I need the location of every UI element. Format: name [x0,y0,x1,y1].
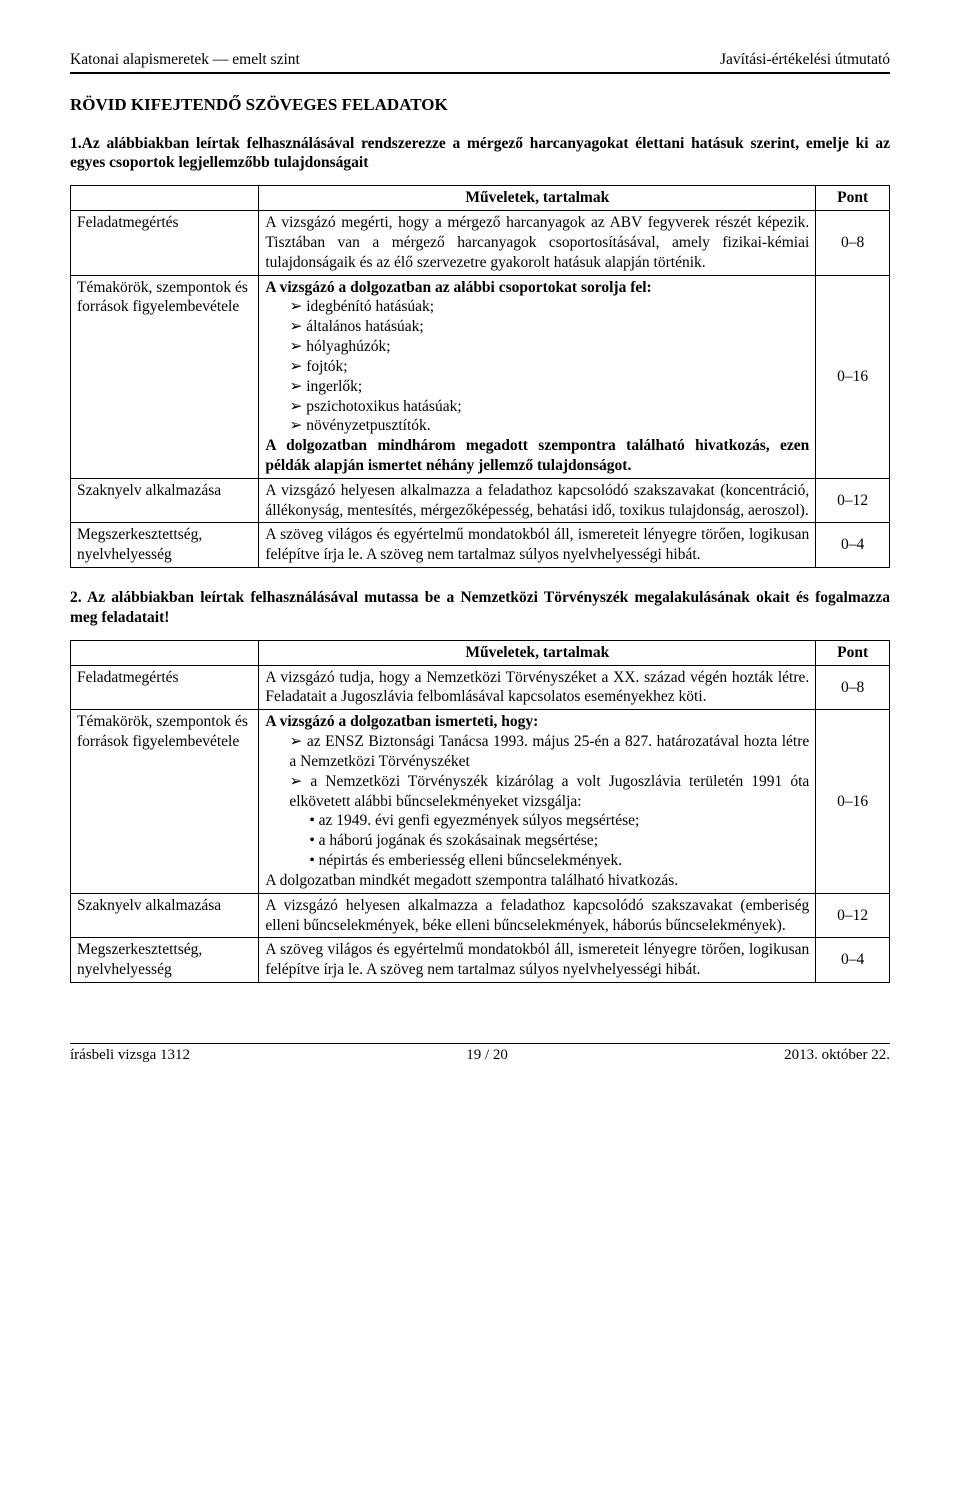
table-row: Megszerkesztettség, nyelvhelyesség A szö… [71,523,890,568]
row-text: A szöveg világos és egyértelmű mondatokb… [259,523,816,568]
table-row: Feladatmegértés A vizsgázó megérti, hogy… [71,211,890,275]
list-item: a háború jogának és szokásainak megsérté… [309,831,809,851]
list-item: népirtás és emberiesség elleni bűncselek… [309,851,809,871]
pt-header: Pont [816,640,890,665]
list-item: pszichotoxikus hatásúak; [289,397,809,417]
table-row: Témakörök, szempontok és források figyel… [71,710,890,893]
task1-table: Műveletek, tartalmak Pont Feladatmegérté… [70,185,890,568]
footer-center: 19 / 20 [466,1046,508,1065]
page-footer: írásbeli vizsga 1312 19 / 20 2013. októb… [70,1046,890,1065]
col-header: Műveletek, tartalmak [259,640,816,665]
list-item: fojtók; [289,357,809,377]
section-title: RÖVID KIFEJTENDŐ SZÖVEGES FELADATOK [70,94,890,116]
pt-header: Pont [816,186,890,211]
row-label: Feladatmegértés [71,211,259,275]
footer-left: írásbeli vizsga 1312 [70,1046,190,1065]
header-left: Katonai alapismeretek — emelt szint [70,50,300,70]
task2-table: Műveletek, tartalmak Pont Feladatmegérté… [70,640,890,983]
table-row: Szaknyelv alkalmazása A vizsgázó helyese… [71,893,890,938]
task1-intro: 1.Az alábbiakban leírtak felhasználásáva… [70,134,890,174]
row-label: Megszerkesztettség, nyelvhelyesség [71,523,259,568]
row-label: Szaknyelv alkalmazása [71,893,259,938]
row-label: Szaknyelv alkalmazása [71,478,259,523]
list-item: hólyaghúzók; [289,337,809,357]
list-item: az ENSZ Biztonsági Tanácsa 1993. május 2… [289,732,809,772]
table-row: Szaknyelv alkalmazása A vizsgázó helyese… [71,478,890,523]
page-header: Katonai alapismeretek — emelt szint Javí… [70,50,890,70]
list-item: növényzetpusztítók. [289,416,809,436]
row-text: A szöveg világos és egyértelmű mondatokb… [259,938,816,983]
row-label: Témakörök, szempontok és források figyel… [71,275,259,478]
table-row: Megszerkesztettség, nyelvhelyesség A szö… [71,938,890,983]
table-header-row: Műveletek, tartalmak Pont [71,640,890,665]
row-points: 0–12 [816,478,890,523]
row-points: 0–4 [816,523,890,568]
row-label: Témakörök, szempontok és források figyel… [71,710,259,893]
row-points: 0–16 [816,710,890,893]
table-header-row: Műveletek, tartalmak Pont [71,186,890,211]
row-label: Megszerkesztettség, nyelvhelyesség [71,938,259,983]
table-row: Feladatmegértés A vizsgázó tudja, hogy a… [71,665,890,710]
list-item: ingerlők; [289,377,809,397]
row-text: A vizsgázó a dolgozatban az alábbi csopo… [259,275,816,478]
header-right: Javítási-értékelési útmutató [720,50,890,70]
arrow-list: az ENSZ Biztonsági Tanácsa 1993. május 2… [289,732,809,811]
row-points: 0–12 [816,893,890,938]
list-item: általános hatásúak; [289,317,809,337]
row-points: 0–4 [816,938,890,983]
bullet-list: az 1949. évi genfi egyezmények súlyos me… [309,811,809,870]
footer-rule [70,1043,890,1044]
list-item: a Nemzetközi Törvényszék kizárólag a vol… [289,772,809,812]
row-points: 0–8 [816,665,890,710]
row-label: Feladatmegértés [71,665,259,710]
list-item: idegbénító hatásúak; [289,297,809,317]
header-rule [70,72,890,74]
row-text: A vizsgázó tudja, hogy a Nemzetközi Törv… [259,665,816,710]
list-item: az 1949. évi genfi egyezmények súlyos me… [309,811,809,831]
row-text: A vizsgázó megérti, hogy a mérgező harca… [259,211,816,275]
row-points: 0–16 [816,275,890,478]
row-points: 0–8 [816,211,890,275]
row-text: A vizsgázó helyesen alkalmazza a feladat… [259,478,816,523]
col-header: Műveletek, tartalmak [259,186,816,211]
arrow-list: idegbénító hatásúak; általános hatásúak;… [289,297,809,436]
task2-intro: 2. Az alábbiakban leírtak felhasználásáv… [70,588,890,628]
row-text: A vizsgázó helyesen alkalmazza a feladat… [259,893,816,938]
row-text: A vizsgázó a dolgozatban ismerteti, hogy… [259,710,816,893]
table-row: Témakörök, szempontok és források figyel… [71,275,890,478]
footer-right: 2013. október 22. [784,1046,890,1065]
